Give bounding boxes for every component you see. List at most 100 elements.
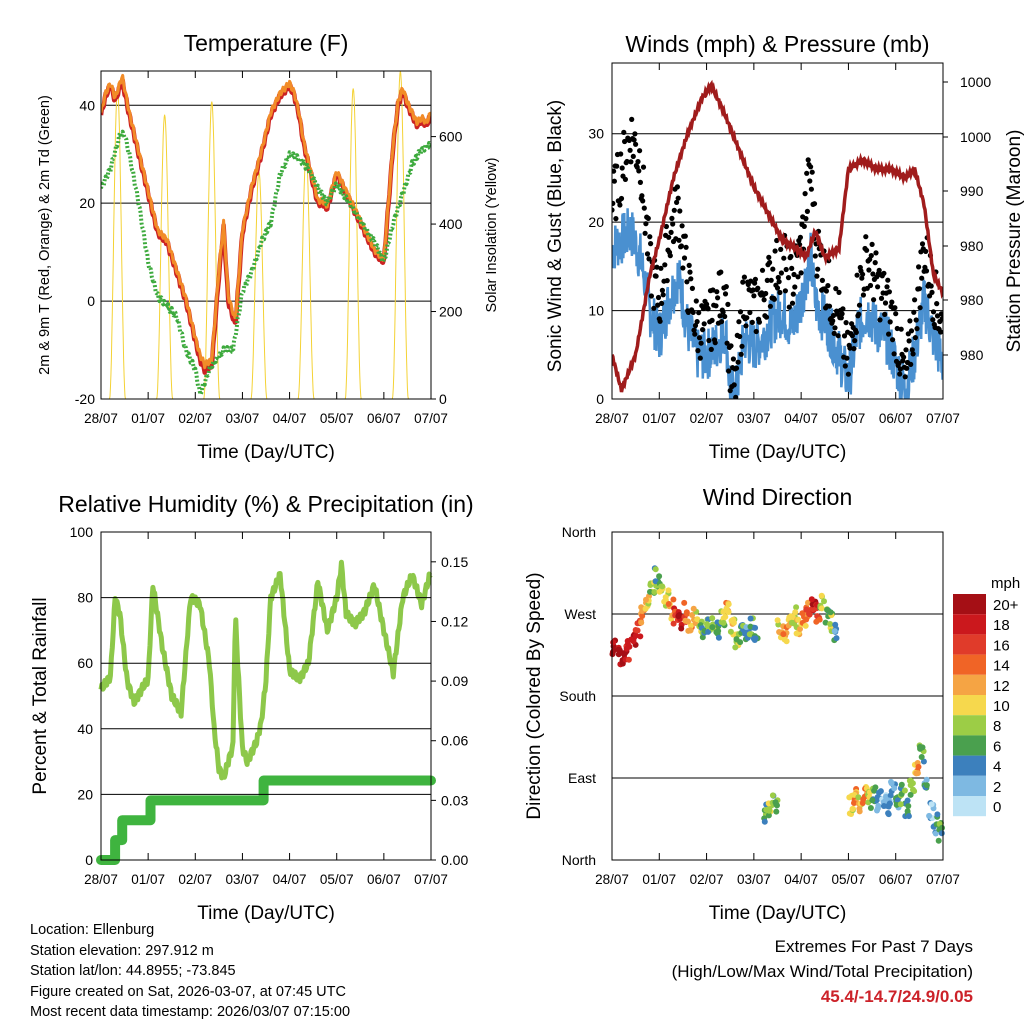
y-tick-label: North: [562, 524, 596, 540]
direction-point: [821, 598, 827, 605]
x-axis-label: Time (Day/UTC): [709, 903, 847, 924]
gust-point: [889, 299, 895, 305]
direction-point: [715, 634, 722, 641]
direction-point: [923, 782, 930, 789]
direction-point: [802, 622, 809, 629]
gust-point: [697, 355, 703, 361]
solar-insolation-line: [101, 71, 431, 399]
y-tick-label: 40: [79, 97, 95, 113]
gust-point: [701, 321, 707, 327]
gust-point: [909, 347, 915, 353]
direction-point: [793, 630, 800, 637]
gust-point: [917, 305, 923, 311]
gust-point: [730, 356, 737, 362]
gust-point: [631, 137, 637, 143]
gust-point: [778, 270, 785, 276]
gust-point: [627, 147, 633, 153]
gust-point: [753, 328, 759, 335]
gust-point: [612, 207, 615, 213]
gust-point: [648, 293, 655, 299]
x-axis-label: Time (Day/UTC): [197, 442, 335, 463]
gust-point: [624, 158, 630, 165]
gust-point: [715, 295, 721, 301]
gust-point: [694, 319, 700, 325]
temperature-plot-area: [101, 71, 431, 399]
colorbar-label: 12: [993, 678, 1010, 695]
direction-point: [637, 633, 644, 640]
direction-point: [874, 807, 880, 814]
direction-point: [742, 630, 749, 637]
gust-point: [618, 151, 624, 157]
gust-point: [783, 266, 789, 273]
gust-point: [904, 365, 910, 371]
x-tick-label: 05/07: [320, 872, 354, 887]
gust-point: [689, 285, 696, 291]
gust-point: [868, 253, 874, 259]
y-tick-label: 10: [588, 303, 604, 319]
gust-point: [737, 309, 744, 315]
gust-point: [675, 195, 681, 201]
plot-border: [611, 531, 944, 861]
gust-point: [733, 394, 739, 399]
colorbar-title: mph: [991, 575, 1020, 592]
gust-point: [740, 279, 746, 285]
x-tick-label: 06/07: [879, 872, 913, 887]
y-tick-label: East: [568, 770, 596, 786]
gust-point: [928, 283, 934, 289]
gust-point: [752, 276, 759, 282]
y-right-tick-label: 0.12: [441, 613, 468, 629]
gust-point: [767, 303, 774, 309]
direction-point: [898, 781, 905, 788]
gust-point: [788, 253, 794, 260]
direction-point: [831, 628, 838, 635]
gust-point: [804, 208, 811, 214]
gust-point: [898, 326, 904, 332]
gust-point: [884, 284, 890, 290]
gust-point: [923, 248, 929, 254]
extremes-subheading: (High/Low/Max Wind/Total Precipitation): [671, 962, 973, 981]
direction-point: [789, 614, 796, 621]
colorbar-swatch: [953, 594, 986, 615]
direction-point: [642, 605, 649, 612]
y-tick-label: 0: [596, 391, 604, 407]
gust-point: [724, 340, 730, 346]
colorbar-label: 20+: [993, 597, 1019, 614]
gust-point: [860, 271, 866, 277]
gust-point: [763, 314, 770, 320]
chart-title: Relative Humidity (%) & Precipitation (i…: [58, 491, 473, 517]
gust-point: [612, 168, 617, 174]
gust-point: [637, 179, 644, 185]
gust-point: [612, 178, 617, 184]
x-tick-label: 07/07: [414, 872, 448, 887]
gust-point: [830, 318, 836, 324]
gust-point: [934, 313, 941, 319]
y-tick-label: South: [559, 688, 596, 704]
gust-point: [896, 360, 902, 366]
colorbar-swatch: [953, 775, 986, 796]
direction-point: [926, 812, 933, 819]
gust-point: [815, 266, 821, 272]
direction-point: [915, 763, 922, 770]
gust-point: [873, 250, 879, 256]
y-tick-label: West: [564, 606, 596, 622]
gust-point: [696, 335, 703, 341]
y-tick-label: 0: [85, 852, 93, 868]
gust-point: [688, 276, 694, 282]
gust-point: [654, 264, 660, 270]
gust-point: [894, 325, 900, 332]
gust-point: [903, 347, 909, 353]
gust-point: [807, 178, 813, 184]
direction-point: [639, 613, 646, 619]
gust-point: [680, 265, 686, 271]
gust-point: [882, 300, 889, 306]
gust-point: [902, 374, 908, 380]
gust-point: [881, 270, 887, 276]
gust-point: [797, 234, 804, 240]
gust-point: [683, 244, 689, 250]
colorbar-label: 18: [993, 617, 1010, 634]
gust-point: [914, 326, 920, 332]
gust-point: [831, 330, 837, 336]
direction-point: [752, 624, 759, 631]
gust-point: [682, 233, 688, 239]
x-tick-label: 03/07: [737, 872, 771, 887]
